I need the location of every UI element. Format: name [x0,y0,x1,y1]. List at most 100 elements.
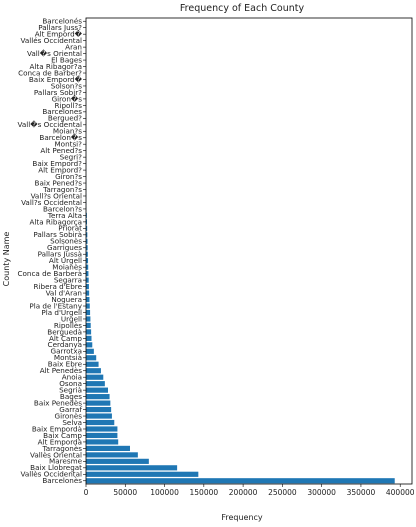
y-tick-label: Baix Empord� [29,75,83,84]
y-tick-label: Pallars Juss? [38,23,82,32]
y-tick-label: Giron?s [55,172,82,181]
y-tick-label: Barcelonés [42,17,82,26]
y-tick-label: Pla de l'Estany [29,301,82,310]
x-tick-label: 250000 [268,488,297,497]
y-tick-label: Alt Empordà [38,437,82,446]
y-tick-label: Ripoll?s [54,101,82,110]
x-tick-label: 300000 [307,488,336,497]
bar [86,387,108,393]
y-tick-label: Maresme [49,457,83,466]
x-tick-label: 200000 [229,488,258,497]
y-tick-label: Garraf [59,405,82,414]
y-tick-label: Giron�s [52,94,83,103]
bar [86,284,89,290]
bar [86,471,199,477]
bar [86,264,89,270]
bar [86,368,101,374]
y-tick-label: Ribera d'Ebre [34,282,83,291]
y-tick-label: Barcelon?s [43,204,82,213]
y-tick-label: Alt Empord? [38,165,82,174]
bar [86,322,91,329]
y-tick-label: Vall?s Oriental [31,191,82,200]
y-tick-label: Montsià [54,353,82,362]
bar [86,290,90,296]
y-tick-label: Terra Alta [47,211,82,220]
y-tick-label: Alt Camp [49,334,82,343]
y-tick-label: Barcelones [42,107,82,116]
y-tick-label: Berguedà [47,327,82,336]
y-tick-label: Montsi? [54,140,82,149]
y-tick-label: Garrotxa [51,347,82,356]
y-tick-label: Urgell [61,314,82,323]
y-tick-label: Baix Empordà [32,424,82,433]
y-tick-label: Osona [59,379,82,388]
y-tick-label: Segarra [54,276,82,285]
y-tick-label: Priorat [58,224,82,233]
y-tick-label: Pallars Sobir? [34,88,82,97]
bar [86,316,91,322]
y-tick-label: Baix Pened?s [35,178,83,187]
bar [86,212,87,218]
y-tick-label: Vall�s Occidental [18,120,82,129]
x-tick-label: 100000 [150,488,179,497]
bar [86,452,138,458]
bar [86,355,97,361]
y-tick-label: Selva [62,418,82,427]
bar [86,335,92,341]
y-tick-label: Alt Urgell [49,256,82,265]
bar [86,400,111,406]
y-tick-label: Alta Ribagor?a [29,62,82,71]
x-tick-label: 0 [84,488,89,497]
y-tick-label: Cerdanya [48,340,82,349]
bar [86,251,88,257]
y-tick-label: Baix Penedès [34,398,82,407]
bar [86,419,115,426]
y-tick-label: Val d'Aran [46,288,82,297]
x-axis-title: Frequency [221,513,263,522]
bar [86,439,119,445]
bar [86,219,88,225]
y-tick-label: Baix Ebre [48,360,83,369]
y-tick-label: Baix Empord? [32,159,82,168]
y-tick-label: Tarragonès [42,444,83,453]
bar [86,374,104,380]
y-tick-label: Moianès [52,263,82,272]
bar [86,245,88,251]
y-tick-label: Tarragon?s [42,185,82,194]
bar [86,258,89,264]
y-tick-label: Gironès [55,411,83,420]
bar [86,406,112,413]
bar [86,238,88,244]
y-tick-label: Aran [65,43,82,52]
bar [86,277,89,283]
bar [86,394,110,400]
bar [86,361,99,367]
x-tick-label: 350000 [347,488,376,497]
bar [86,458,149,464]
chart-title: Frequency of Each County [180,3,305,14]
bar [86,432,118,439]
y-tick-label: Garrigues [47,243,82,252]
y-tick-label: Vallès Oriental [30,450,82,459]
plot-frame [85,17,413,485]
y-tick-label: Conca de Barberà [17,269,82,278]
bar [86,478,395,484]
bar [86,465,178,471]
bar [86,271,89,277]
y-tick-label: Solsonès [50,237,82,246]
y-tick-label: Anoia [62,373,82,382]
y-tick-label: Barcelon�s [39,133,82,142]
y-tick-label: Alt Pened?s [40,146,82,155]
bar [86,348,94,354]
y-tick-label: Pla d'Urgell [41,308,82,317]
y-tick-label: Noguera [51,295,82,304]
bar [86,296,90,303]
y-tick-label: Pallars Jussà [38,250,82,259]
x-tick-label: 50000 [113,488,137,497]
y-tick-label: Barcelonès [42,476,82,485]
y-tick-label: Alt Empord� [35,30,83,39]
y-tick-label: Bergued? [48,114,82,123]
y-tick-label: Alt Penedès [40,366,82,375]
